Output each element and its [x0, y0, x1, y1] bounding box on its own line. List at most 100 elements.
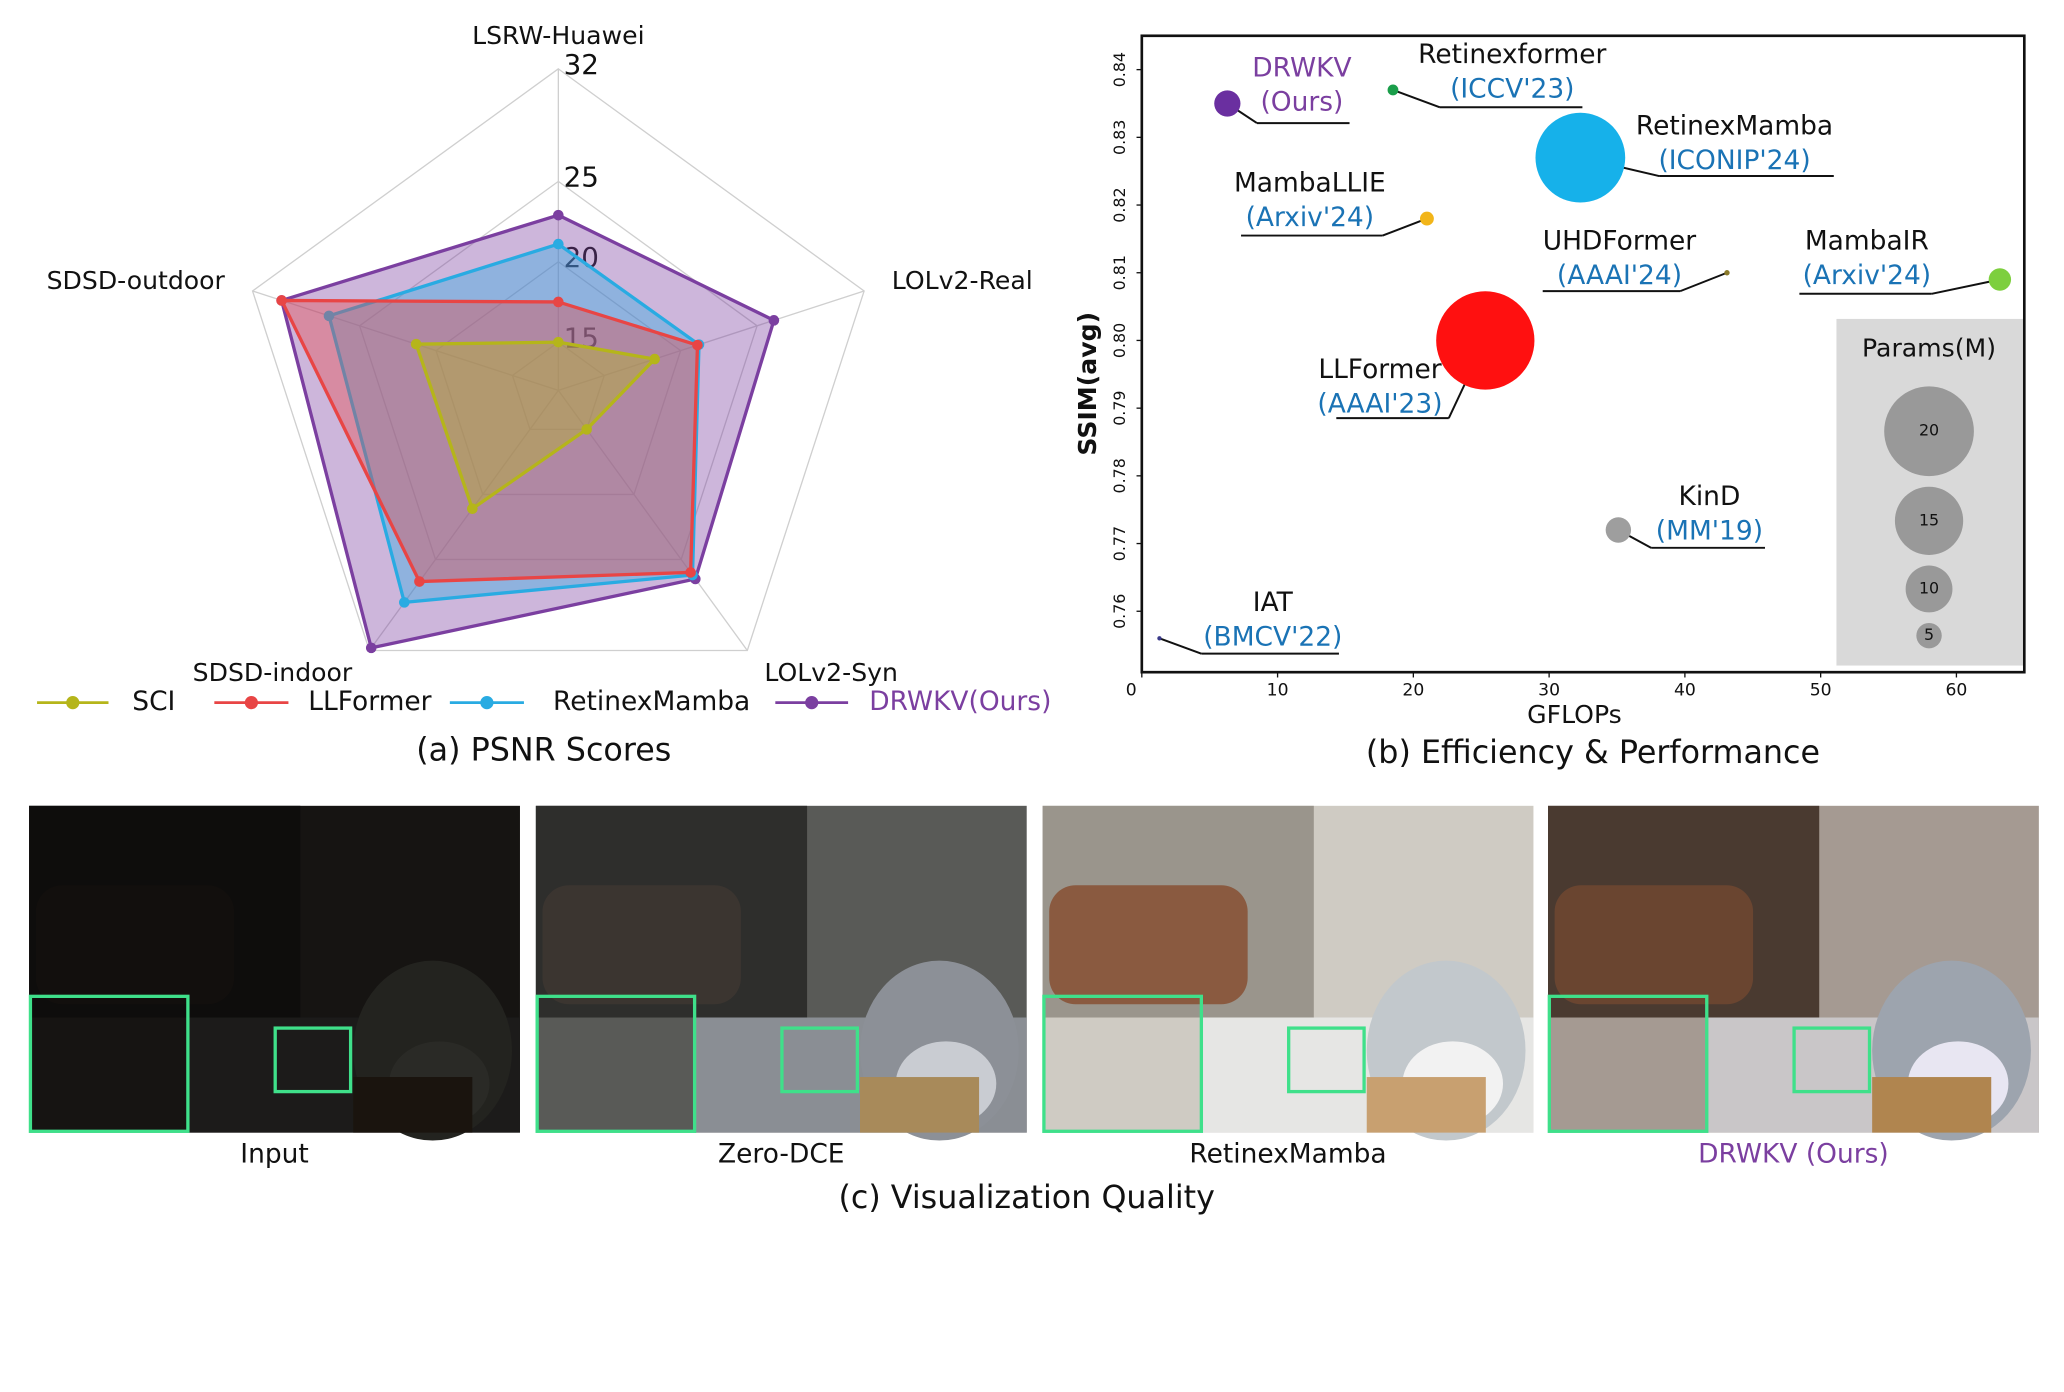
- point-venue: (Arxiv'24): [1803, 260, 1932, 291]
- point-venue: (Arxiv'24): [1246, 202, 1375, 233]
- point-name: LLFormer: [1318, 354, 1441, 385]
- axis-label: SDSD-outdoor: [47, 266, 226, 295]
- legend-marker: [480, 696, 494, 710]
- radar-point: [323, 310, 335, 322]
- y-tick-label: 0.78: [1110, 458, 1129, 493]
- point-venue: (ICONIP'24): [1658, 145, 1810, 176]
- zoom-box: [1287, 1026, 1366, 1094]
- y-tick-label: 0.83: [1110, 120, 1129, 155]
- zoom-box: [1042, 994, 1204, 1133]
- x-tick-label: 50: [1810, 681, 1832, 701]
- axis-label: SDSD-indoor: [193, 658, 353, 687]
- result-image: [28, 805, 520, 1141]
- bubble: [1436, 291, 1535, 390]
- zoom-box: [780, 1026, 860, 1094]
- y-tick-label: 0.82: [1110, 187, 1129, 222]
- x-tick-label: 10: [1267, 681, 1289, 701]
- clothes: [1554, 885, 1754, 1005]
- bubble: [1605, 517, 1632, 543]
- bubble-caption: (b) Efficiency & Performance: [1366, 735, 1820, 771]
- radar-point: [410, 338, 422, 350]
- size-legend-bubble: [1894, 486, 1964, 555]
- size-legend-bubble: [1884, 386, 1974, 477]
- x-tick-label: 40: [1674, 681, 1696, 701]
- y-axis-label: SSIM(avg): [1073, 312, 1102, 456]
- grid-ring: [251, 68, 865, 652]
- radar-point: [768, 315, 780, 326]
- result-image: [535, 805, 1027, 1141]
- radar-point: [553, 238, 564, 250]
- zoom-box: [273, 1026, 353, 1094]
- legend-marker: [244, 696, 258, 710]
- point-venue: (Ours): [1260, 87, 1343, 118]
- bubble: [1988, 268, 2012, 291]
- y-tick-label: 0.76: [1110, 594, 1129, 629]
- legend-label: SCI: [132, 686, 175, 717]
- legend-label: LLFormer: [308, 686, 431, 717]
- bubble: [1420, 211, 1434, 226]
- leader-line: [1159, 637, 1202, 655]
- legend-label: DRWKV(Ours): [869, 686, 1051, 717]
- leader-line: [1679, 271, 1728, 293]
- spoke: [252, 290, 559, 391]
- spoke: [368, 389, 559, 651]
- radar-caption: (a) PSNR Scores: [416, 733, 671, 769]
- y-tick-label: 0.77: [1110, 526, 1129, 561]
- legend-marker: [66, 696, 80, 710]
- radar-area: [278, 298, 700, 584]
- x-tick-label: 0: [1126, 681, 1137, 701]
- radar-area: [413, 340, 659, 512]
- point-name: Retinexformer: [1418, 39, 1606, 70]
- x-tick-label: 20: [1402, 681, 1424, 701]
- radar-point: [685, 567, 696, 578]
- grid-ring: [435, 260, 682, 496]
- point-venue: (ICCV'23): [1450, 74, 1574, 105]
- clothes: [35, 885, 235, 1005]
- point-name: IAT: [1253, 587, 1294, 618]
- spoke: [558, 290, 865, 391]
- zoom-box: [1792, 1026, 1872, 1094]
- zoom-box: [28, 994, 190, 1133]
- radar-area: [327, 242, 701, 605]
- r-tick-label: 32: [564, 48, 599, 81]
- axis-label: LOLv2-Real: [892, 266, 1033, 295]
- point-name: MambaIR: [1805, 226, 1929, 257]
- point-venue: (MM'19): [1656, 515, 1763, 546]
- spoke: [557, 389, 748, 651]
- radar-point: [365, 642, 377, 654]
- point-name: KinD: [1678, 481, 1740, 512]
- bubble: [1387, 84, 1399, 96]
- radar-point: [553, 209, 564, 221]
- result-image: [1547, 805, 2039, 1141]
- radar-point: [553, 336, 564, 348]
- point-venue: (AAAI'24): [1557, 260, 1682, 291]
- radar-point: [649, 353, 660, 365]
- size-legend-label: 10: [1919, 578, 1939, 597]
- panel-label: Input: [240, 1139, 309, 1170]
- size-legend-bubble: [1905, 565, 1953, 613]
- radar-point: [399, 597, 410, 608]
- leader-line: [1392, 89, 1440, 109]
- clothes: [542, 885, 741, 1005]
- result-image: [1042, 805, 1534, 1141]
- legend-marker: [805, 696, 819, 710]
- point-name: RetinexMamba: [1636, 111, 1833, 142]
- box: [1366, 1077, 1486, 1133]
- panel-label: DRWKV (Ours): [1698, 1139, 1889, 1170]
- plot-frame: [1140, 34, 2026, 674]
- radar-point: [553, 296, 564, 308]
- box: [1872, 1077, 1992, 1133]
- visualization-caption: (c) Visualization Quality: [838, 1180, 1214, 1216]
- point-name: UHDFormer: [1543, 226, 1697, 257]
- size-legend-bubble: [1916, 622, 1942, 649]
- radar-point: [467, 503, 478, 515]
- radar-area: [279, 213, 776, 650]
- y-tick-label: 0.80: [1110, 323, 1129, 358]
- legend-label: RetinexMamba: [553, 686, 750, 717]
- size-legend-label: 15: [1919, 510, 1939, 529]
- grid-ring: [511, 341, 605, 431]
- y-tick-label: 0.79: [1110, 390, 1129, 425]
- point-name: MambaLLIE: [1234, 167, 1386, 198]
- bubble: [1214, 90, 1241, 117]
- size-legend-label: 20: [1919, 421, 1939, 440]
